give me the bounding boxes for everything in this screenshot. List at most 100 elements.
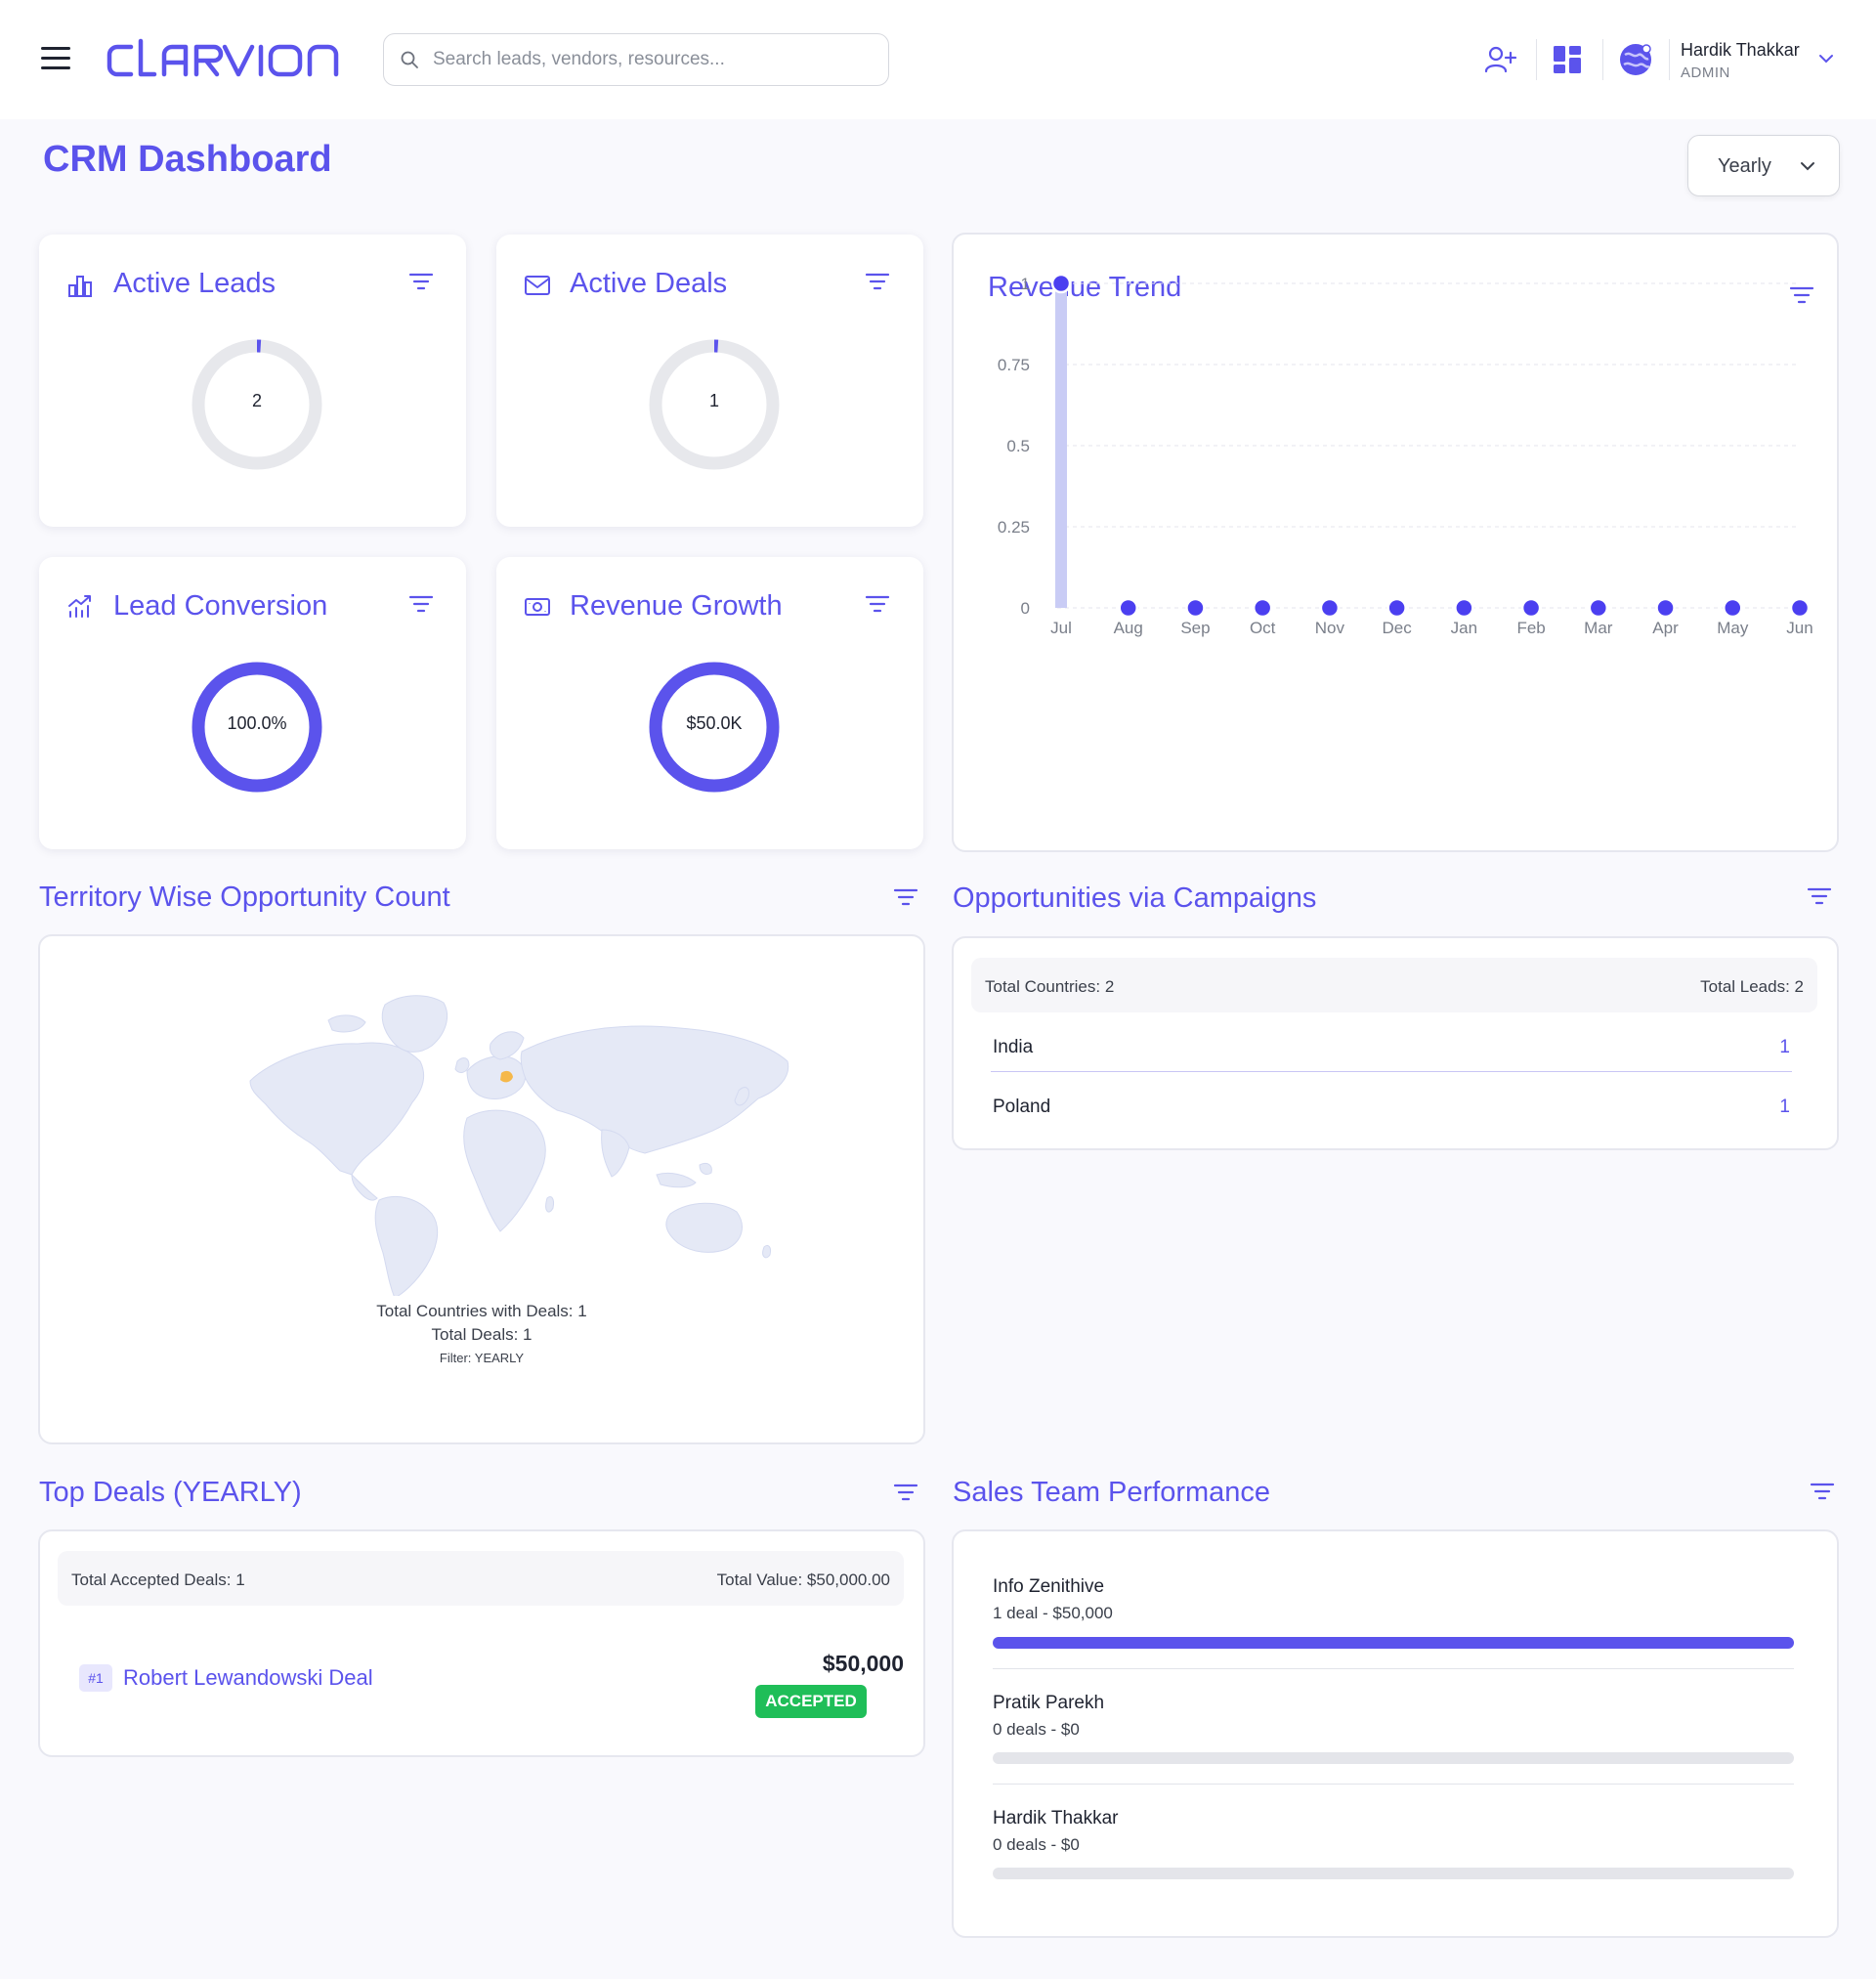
trend-point (1252, 597, 1273, 619)
x-tick-label: Jun (1786, 619, 1812, 637)
trend-point (1118, 597, 1138, 619)
deal-name-link[interactable]: Robert Lewandowski Deal (123, 1665, 373, 1690)
period-select[interactable]: Yearly (1687, 135, 1840, 196)
filter-icon[interactable] (1810, 1482, 1835, 1501)
period-select-value: Yearly (1718, 155, 1771, 177)
sales-team-title: Sales Team Performance (953, 1477, 1271, 1508)
status-badge: ACCEPTED (755, 1685, 867, 1718)
team-progress-track (993, 1637, 1794, 1649)
sales-team-card: Info Zenithive 1 deal - $50,000 Pratik P… (952, 1529, 1839, 1938)
trend-point (1185, 597, 1206, 619)
team-member-name: Info Zenithive (993, 1576, 1105, 1597)
x-tick-label: Dec (1383, 619, 1413, 637)
active-deals-donut (649, 339, 780, 470)
total-value: Total Value: $50,000.00 (716, 1570, 890, 1589)
campaigns-card: Total Countries: 2 Total Leads: 2 India … (952, 936, 1839, 1150)
page-title: CRM Dashboard (43, 139, 332, 180)
map-caption-deals: Total Deals: 1 (431, 1325, 533, 1344)
y-tick-label: 0 (1021, 599, 1030, 618)
team-progress-track (993, 1752, 1794, 1764)
add-user-icon[interactable] (1482, 42, 1517, 77)
filter-icon[interactable] (865, 272, 890, 291)
active-leads-card: Active Leads 2 (39, 235, 466, 527)
lead-conversion-card: Lead Conversion 100.0% (39, 557, 466, 849)
user-name[interactable]: Hardik Thakkar (1681, 40, 1800, 60)
x-tick-label: May (1717, 619, 1749, 637)
filter-icon[interactable] (893, 887, 918, 907)
trend-point (1454, 597, 1474, 619)
user-role: ADMIN (1681, 65, 1730, 81)
team-member-name: Pratik Parekh (993, 1693, 1105, 1713)
map-caption-filter: Filter: YEARLY (439, 1351, 525, 1365)
filter-icon[interactable] (408, 594, 434, 614)
team-divider (993, 1668, 1794, 1669)
dashboard-grid-icon[interactable] (1550, 42, 1585, 77)
header-divider (1602, 39, 1603, 80)
team-divider (993, 1784, 1794, 1785)
revenue-trend-title: Revenue Trend (988, 272, 1182, 303)
x-tick-label: Jan (1451, 619, 1477, 637)
money-icon (525, 598, 550, 616)
search-bar[interactable] (383, 33, 889, 86)
team-progress-track (993, 1868, 1794, 1879)
revenue-trend-card: Revenue Trend (952, 233, 1839, 852)
campaigns-title: Opportunities via Campaigns (953, 882, 1317, 914)
header-divider (1669, 39, 1670, 80)
total-accepted-deals: Total Accepted Deals: 1 (71, 1570, 245, 1589)
filter-icon[interactable] (1807, 886, 1832, 906)
active-deals-card: Active Deals 1 (496, 235, 923, 527)
menu-icon[interactable] (41, 47, 70, 70)
revenue-growth-value: $50.0K (686, 713, 743, 733)
campaign-row-value: 1 (1779, 1097, 1790, 1117)
bar-chart-icon (68, 276, 92, 297)
top-deals-card: Total Accepted Deals: 1 Total Value: $50… (38, 1529, 925, 1757)
avatar[interactable] (1617, 41, 1654, 78)
search-icon (401, 51, 418, 68)
x-tick-label: Sep (1180, 619, 1210, 637)
revenue-growth-donut (649, 662, 780, 793)
lead-conversion-donut (192, 662, 322, 793)
poland-highlight[interactable] (500, 1070, 513, 1083)
kpi-title: Active Leads (113, 268, 277, 299)
x-tick-label: Apr (1652, 619, 1679, 637)
active-leads-donut (192, 339, 322, 470)
territory-title: Territory Wise Opportunity Count (39, 882, 450, 913)
campaign-row-value: 1 (1779, 1037, 1790, 1057)
deal-amount: $50,000 (822, 1651, 904, 1676)
donut-arc (192, 339, 322, 470)
total-countries: Total Countries: 2 (985, 977, 1115, 996)
active-deals-value: 1 (708, 391, 719, 410)
trend-point (1789, 597, 1811, 619)
search-input[interactable] (433, 34, 873, 85)
trend-point (1655, 597, 1676, 619)
trend-value-bar (1055, 283, 1067, 608)
campaigns-summary: Total Countries: 2 Total Leads: 2 (971, 958, 1817, 1012)
revenue-growth-card: Revenue Growth $50.0K (496, 557, 923, 849)
kpi-title: Lead Conversion (113, 590, 328, 622)
donut-arc (649, 662, 780, 793)
header-divider (1536, 39, 1537, 80)
kpi-title: Active Deals (570, 268, 728, 299)
map-caption-countries: Total Countries with Deals: 1 (376, 1302, 587, 1320)
chevron-down-icon (1801, 162, 1814, 171)
filter-icon[interactable] (865, 594, 890, 614)
x-tick-label: Feb (1516, 619, 1545, 637)
trend-point (1723, 597, 1743, 619)
filter-icon[interactable] (1789, 285, 1814, 305)
x-tick-label: Oct (1250, 619, 1276, 637)
x-tick-label: Jul (1050, 619, 1072, 637)
row-divider (991, 1071, 1792, 1072)
active-leads-value: 2 (251, 391, 262, 410)
world-map[interactable] (211, 983, 797, 1296)
team-member-summary: 0 deals - $0 (993, 1720, 1080, 1739)
chevron-down-icon[interactable] (1818, 53, 1834, 65)
revenue-trend-chart: 0 0.25 0.5 0.75 1 Jul Aug Sep Oct Nov Dec Jan Feb Mar… (998, 273, 1813, 637)
team-progress-fill (993, 1637, 1794, 1649)
top-deals-title: Top Deals (YEARLY) (39, 1477, 302, 1508)
clarvion-logo[interactable] (106, 27, 345, 92)
kpi-title: Revenue Growth (570, 590, 783, 622)
trend-chart-icon (68, 595, 91, 618)
filter-icon[interactable] (408, 272, 434, 291)
total-leads: Total Leads: 2 (1700, 977, 1804, 996)
filter-icon[interactable] (893, 1483, 918, 1502)
